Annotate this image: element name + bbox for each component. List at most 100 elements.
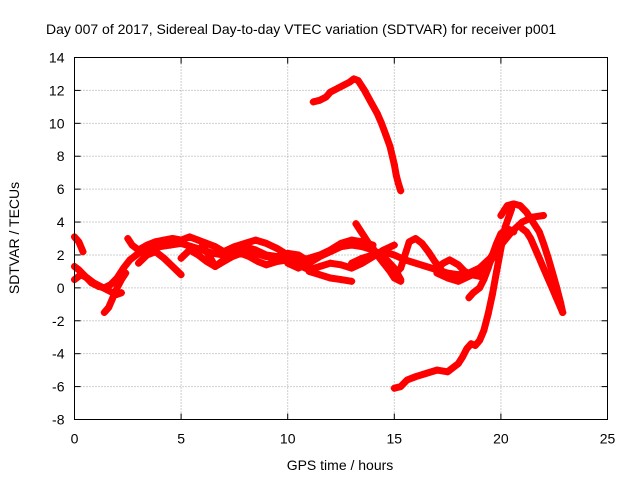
data-point	[237, 249, 245, 257]
data-point	[454, 271, 462, 279]
y-tick-label: -2	[52, 313, 65, 329]
data-point	[369, 244, 377, 252]
data-point	[186, 233, 194, 241]
data-point	[493, 239, 501, 247]
data-point	[540, 264, 548, 272]
data-point	[339, 81, 347, 89]
data-point	[461, 267, 469, 275]
y-tick-label: 8	[57, 148, 65, 164]
data-point	[134, 246, 142, 254]
y-tick-label: -6	[52, 379, 65, 395]
data-point	[262, 251, 270, 259]
x-tick-label: 20	[493, 431, 509, 447]
data-series	[71, 75, 567, 392]
data-point	[337, 243, 345, 251]
data-point	[160, 236, 168, 244]
data-point	[152, 238, 160, 246]
data-point	[316, 96, 324, 104]
data-point	[522, 228, 530, 236]
data-point	[326, 259, 334, 267]
data-point	[535, 254, 543, 262]
data-point	[380, 259, 388, 267]
series-track-4	[100, 269, 130, 317]
data-point	[205, 251, 213, 259]
y-tick-label: 2	[57, 247, 65, 263]
data-point	[122, 269, 130, 277]
data-point	[134, 259, 142, 267]
data-point	[446, 256, 454, 264]
data-point	[390, 251, 398, 259]
data-point	[484, 264, 492, 272]
data-point	[544, 253, 552, 261]
data-point	[83, 274, 91, 282]
data-point	[177, 271, 185, 279]
x-tick-label: 10	[280, 431, 296, 447]
data-point	[540, 211, 548, 219]
data-point	[531, 244, 539, 252]
data-point	[540, 239, 548, 247]
data-point	[352, 220, 360, 228]
data-point	[518, 218, 526, 226]
data-point	[390, 241, 398, 249]
data-point	[241, 243, 249, 251]
data-point	[169, 235, 177, 242]
data-point	[386, 267, 394, 275]
y-tick-label: 12	[49, 82, 65, 98]
data-point	[471, 341, 479, 349]
data-point	[350, 75, 358, 83]
data-point	[348, 277, 356, 285]
data-point	[79, 248, 87, 256]
data-point	[369, 251, 377, 259]
data-point	[360, 86, 368, 94]
data-point	[390, 384, 398, 392]
data-point	[90, 279, 98, 287]
data-point	[102, 286, 110, 294]
data-point	[75, 238, 83, 246]
x-tick-label: 15	[387, 431, 403, 447]
data-point	[548, 267, 556, 275]
series-track-19	[497, 200, 567, 317]
data-point	[480, 327, 488, 335]
data-point	[337, 261, 345, 269]
data-point	[220, 258, 228, 266]
data-point	[273, 244, 281, 252]
data-point	[322, 93, 330, 101]
data-point	[390, 160, 398, 168]
series-track-7	[177, 243, 313, 270]
data-point	[510, 200, 518, 208]
data-point	[516, 202, 524, 210]
y-tick-label: 10	[49, 115, 65, 131]
data-point	[527, 235, 535, 242]
data-point	[365, 239, 373, 247]
data-point	[433, 366, 441, 374]
data-point	[476, 267, 484, 275]
data-point	[254, 258, 262, 266]
data-point	[186, 246, 194, 254]
data-point	[373, 109, 381, 117]
data-point	[454, 261, 462, 269]
series-track-16	[309, 75, 405, 195]
data-point	[348, 241, 356, 249]
data-point	[348, 259, 356, 267]
data-point	[284, 249, 292, 257]
data-point	[392, 172, 400, 180]
data-point	[380, 248, 388, 256]
data-point	[305, 267, 313, 275]
data-point	[294, 264, 302, 272]
data-point	[126, 256, 134, 264]
data-point	[252, 236, 260, 244]
data-point	[326, 248, 334, 256]
data-point	[422, 369, 430, 377]
y-axis-label: SDTVAR / TECUs	[6, 182, 22, 294]
data-point	[518, 225, 526, 233]
data-point	[444, 368, 452, 376]
data-point	[333, 85, 341, 93]
data-point	[459, 353, 467, 361]
data-point	[143, 251, 151, 259]
data-point	[397, 383, 405, 391]
data-point	[113, 284, 121, 292]
data-point	[522, 208, 530, 216]
data-point	[316, 271, 324, 279]
data-point	[412, 373, 420, 381]
